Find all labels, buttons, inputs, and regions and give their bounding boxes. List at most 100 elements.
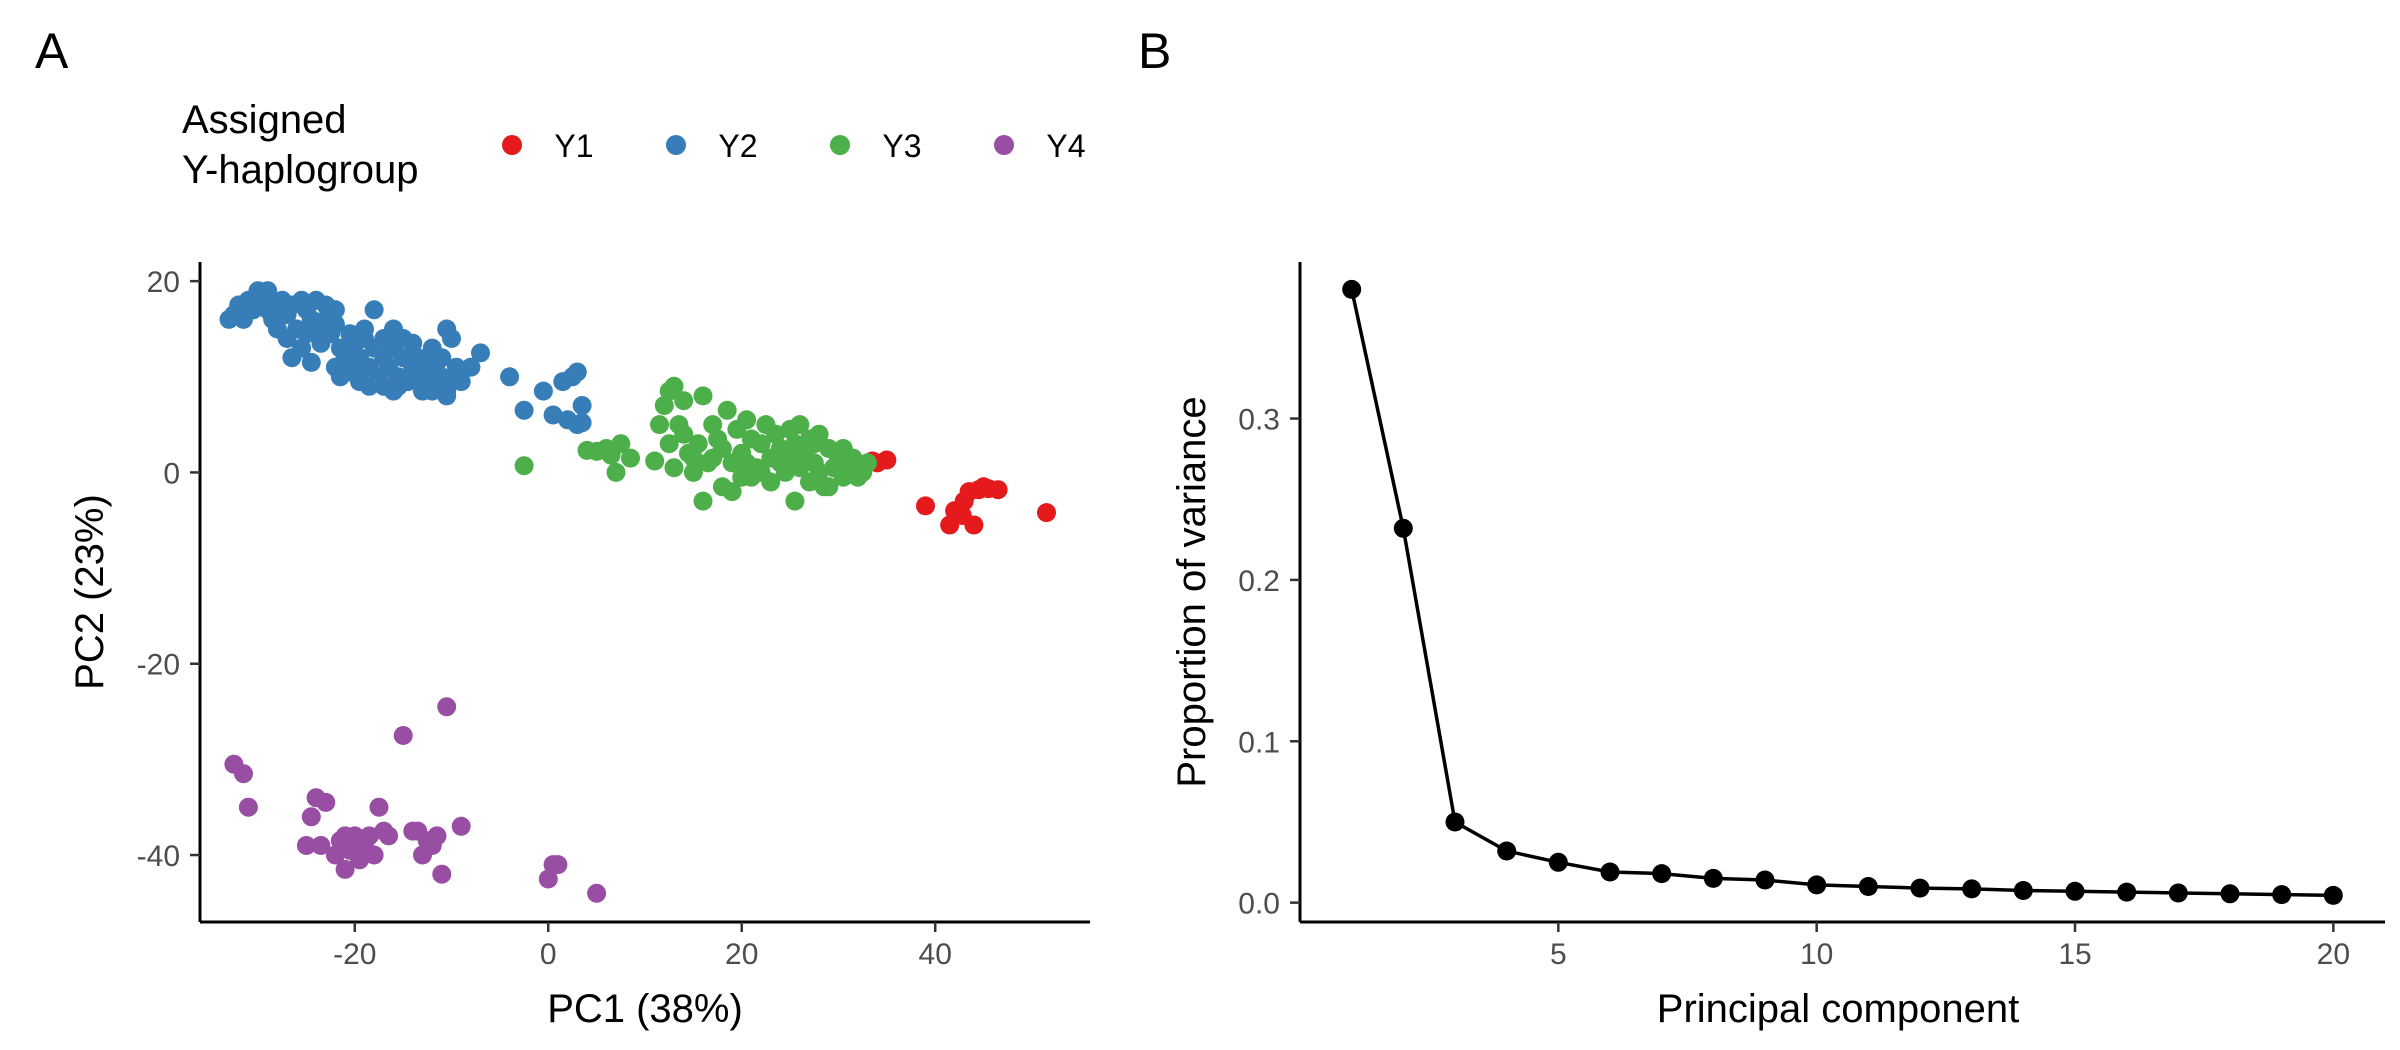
scatter-point-y2 [432, 348, 452, 368]
scatter-point-y4 [379, 826, 399, 846]
scatter-x-ticks: -20 0 20 40 [333, 922, 952, 971]
scatter-panel: -20 0 20 40 -40 -20 0 20 PC1 (38%) PC2 (23%) [68, 262, 1090, 1031]
scree-y-axis-title: Proportion of variance [1170, 396, 1214, 787]
scree-point-pc2 [1393, 518, 1413, 538]
scatter-point-y2 [461, 357, 481, 377]
scatter-point-y2 [422, 381, 442, 401]
scree-x-ticks: 5 10 15 20 [1550, 922, 2350, 971]
scatter-point-y3 [819, 477, 839, 497]
scatter-point-y2 [359, 376, 379, 396]
scatter-point-y2 [437, 386, 457, 406]
scatter-point-y2 [301, 352, 321, 372]
scatter-point-y3 [766, 424, 786, 444]
scatter-point-y3 [751, 434, 771, 454]
scree-point-pc19 [2272, 885, 2292, 905]
scatter-point-y3 [693, 386, 713, 406]
scatter-point-y2 [572, 413, 592, 433]
scatter-point-y4 [350, 850, 370, 870]
scatter-x-tick-label: 0 [540, 938, 557, 971]
scatter-point-y2 [388, 376, 408, 396]
scree-point-pc14 [2013, 881, 2033, 900]
scatter-point-y3 [858, 453, 877, 473]
scatter-point-y3 [761, 472, 781, 492]
scree-point-pc13 [1962, 879, 1982, 899]
scree-point-pc5 [1548, 852, 1568, 872]
scatter-x-tick-label: 20 [725, 938, 758, 971]
scatter-point-y3 [683, 448, 703, 468]
scatter-point-y3 [737, 453, 757, 473]
scatter-point-y4 [427, 826, 447, 846]
scree-point-pc15 [2065, 881, 2085, 901]
scatter-point-y2 [446, 357, 466, 377]
scree-y-tick-label: 0.1 [1238, 726, 1280, 759]
scree-y-tick-label: 0.0 [1238, 888, 1280, 921]
legend-label-y3: Y3 [882, 128, 921, 164]
scatter-point-y4 [234, 764, 253, 784]
scatter-point-y2 [451, 372, 471, 392]
scatter-y-ticks: -40 -20 0 20 [137, 266, 200, 873]
scatter-point-y3 [611, 434, 631, 454]
scatter-point-y4 [325, 845, 345, 865]
scatter-points [219, 281, 1056, 903]
scatter-point-y3 [833, 467, 853, 487]
scree-points [1342, 279, 2343, 905]
scatter-point-y2 [355, 329, 374, 348]
scatter-point-y4 [359, 826, 379, 846]
scatter-point-y2 [572, 396, 592, 415]
scatter-point-y1 [952, 506, 972, 525]
scatter-y-tick-label: 0 [163, 457, 180, 490]
legend-entries: Y1 Y2 Y3 Y4 [502, 128, 1086, 164]
scree-point-pc4 [1497, 841, 1517, 861]
scatter-point-y2 [514, 400, 534, 420]
legend-key-y3 [830, 135, 850, 155]
scree-x-axis-title: Principal component [1657, 987, 2019, 1031]
scree-point-pc12 [1910, 878, 1930, 898]
scatter-point-y3 [606, 462, 626, 482]
scatter-x-axis-title: PC1 (38%) [547, 987, 743, 1031]
scree-point-pc6 [1600, 862, 1620, 882]
scree-point-pc7 [1652, 864, 1672, 884]
scree-point-pc17 [2168, 883, 2188, 903]
scatter-point-y2 [258, 281, 278, 301]
scree-point-pc16 [2117, 882, 2137, 902]
scatter-point-y4 [238, 797, 258, 817]
panel-label-b: B [1138, 23, 1171, 79]
scatter-point-y2 [364, 300, 384, 320]
legend: Assigned Y-haplogroup Y1 Y2 Y3 Y4 [182, 98, 1086, 192]
legend-key-y1 [502, 135, 522, 155]
scatter-point-y2 [403, 333, 423, 353]
scatter-point-y3 [645, 451, 665, 471]
scatter-point-y2 [325, 300, 345, 320]
scatter-point-y4 [587, 883, 607, 903]
scatter-point-y3 [717, 400, 737, 420]
scatter-x-tick-label: 40 [919, 938, 952, 971]
scatter-point-y4 [311, 836, 331, 855]
scatter-point-y3 [674, 391, 694, 411]
scatter-point-y2 [325, 314, 345, 334]
scatter-y-tick-label: 20 [147, 266, 180, 299]
scatter-point-y4 [432, 864, 452, 884]
scatter-point-y3 [664, 376, 684, 396]
scatter-point-y3 [514, 456, 534, 476]
scatter-point-y2 [471, 343, 490, 363]
scree-x-tick-label: 10 [1800, 938, 1833, 971]
scree-point-pc3 [1445, 812, 1465, 832]
scatter-point-y4 [451, 816, 471, 836]
scatter-point-y4 [393, 726, 413, 745]
scree-point-pc10 [1807, 875, 1827, 895]
scatter-point-y1 [1037, 503, 1056, 523]
scree-panel: 5 10 15 20 0.0 0.1 0.2 0.3 Principal component… [1170, 262, 2385, 1031]
scree-y-tick-label: 0.2 [1238, 565, 1280, 598]
scatter-point-y4 [369, 797, 389, 817]
scatter-point-y3 [790, 415, 810, 435]
scree-x-tick-label: 5 [1550, 938, 1567, 971]
legend-key-y2 [666, 135, 686, 155]
scatter-point-y3 [664, 458, 684, 478]
scatter-point-y2 [267, 319, 287, 339]
scatter-point-y4 [548, 855, 568, 875]
legend-label-y2: Y2 [718, 128, 757, 164]
scatter-point-y4 [364, 845, 384, 865]
scree-x-tick-label: 15 [2058, 938, 2091, 971]
scatter-point-y3 [732, 467, 752, 487]
